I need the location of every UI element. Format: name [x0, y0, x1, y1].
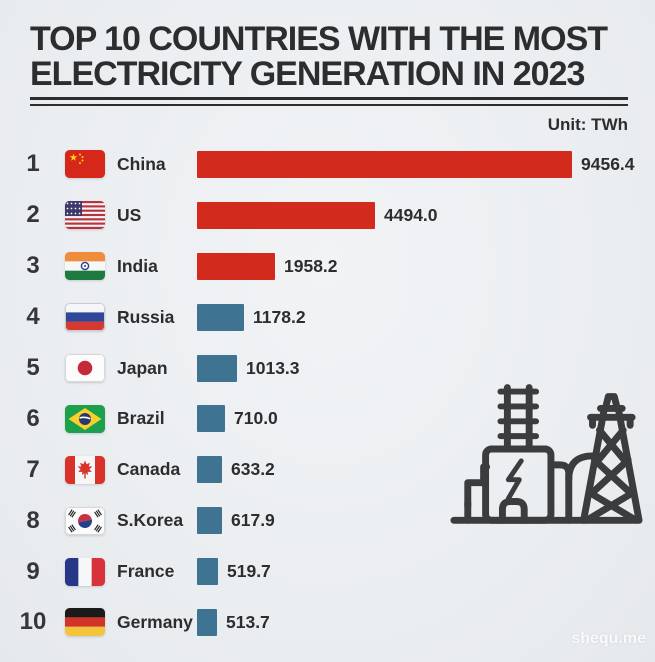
value-bar: [197, 558, 218, 586]
value-label: 617.9: [231, 510, 275, 531]
value-bar: [197, 456, 222, 484]
value-label: 9456.4: [581, 153, 635, 174]
rank-label: 3: [26, 252, 40, 280]
flag-kr-icon: [65, 506, 105, 535]
title-block: TOP 10 COUNTRIES WITH THE MOST ELECTRICI…: [30, 22, 628, 106]
value-label: 519.7: [227, 561, 271, 582]
value-bar: [197, 608, 217, 636]
flag-ca-icon: [65, 455, 105, 484]
row-germany: 10 Germany 513.7: [0, 597, 655, 648]
country-label: France: [117, 561, 175, 582]
page-title-line-1: TOP 10 COUNTRIES WITH THE MOST: [30, 20, 608, 58]
row-skorea: 8 S.Korea 617.9: [0, 495, 655, 546]
title-underline: [30, 97, 628, 106]
rank-label: 7: [26, 455, 40, 483]
page-title-line-2: ELECTRICITY GENERATION IN 2023: [30, 54, 585, 93]
value-label: 1958.2: [284, 255, 338, 276]
flag-jp-icon: [65, 354, 105, 382]
value-bar: [197, 354, 237, 382]
row-brazil: 6 Brazil 710.0: [0, 393, 655, 444]
flag-in-icon: [65, 252, 105, 281]
row-india: 3 India 1958.2: [0, 241, 655, 292]
rank-label: 9: [26, 557, 40, 585]
rank-label: 1: [26, 150, 40, 178]
watermark: shequ.me: [571, 630, 646, 647]
row-canada: 7 Canada 633.2: [0, 444, 655, 495]
rank-label: 2: [26, 201, 40, 229]
value-bar: [197, 252, 275, 280]
value-bar: [197, 201, 375, 229]
unit-label: Unit: TWh: [547, 115, 628, 134]
value-bar: [197, 303, 244, 331]
flag-cn-icon: [65, 150, 105, 179]
value-label: 710.0: [234, 408, 278, 429]
country-label: China: [117, 153, 166, 174]
country-label: Germany: [117, 611, 193, 632]
country-label: Japan: [117, 357, 168, 378]
row-japan: 5 Japan 1013.3: [0, 343, 655, 394]
flag-ru-icon: [65, 303, 105, 332]
flag-us-icon: [65, 201, 105, 230]
power-plant-and-transmission-tower-icon: [446, 370, 644, 530]
country-label: India: [117, 255, 158, 276]
value-label: 1013.3: [246, 357, 300, 378]
value-bar: [197, 507, 222, 535]
country-label: US: [117, 204, 142, 225]
row-us: 2 US 4494.0: [0, 190, 655, 241]
country-label: Canada: [117, 459, 181, 480]
value-label: 633.2: [231, 459, 275, 480]
value-bar: [197, 405, 225, 433]
flag-de-icon: [65, 608, 105, 637]
value-label: 1178.2: [253, 306, 306, 327]
flag-br-icon: [65, 404, 105, 433]
rank-label: 10: [19, 608, 47, 636]
row-france: 9 France 519.7: [0, 546, 655, 597]
country-label: Russia: [117, 306, 175, 327]
country-label: S.Korea: [117, 510, 184, 531]
flag-fr-icon: [65, 557, 105, 586]
rank-label: 5: [26, 354, 40, 381]
row-russia: 4 Russia 1178.2: [0, 292, 655, 343]
country-label: Brazil: [117, 408, 165, 429]
country-rows: 1 China 9456.4 2 US 4494.0 3 India 1958.…: [0, 139, 655, 648]
value-bar: [197, 150, 572, 178]
rank-label: 8: [26, 506, 40, 534]
value-label: 4494.0: [384, 204, 438, 225]
rank-label: 4: [26, 303, 40, 331]
value-label: 513.7: [226, 611, 270, 632]
rank-label: 6: [26, 404, 40, 432]
row-china: 1 China 9456.4: [0, 139, 655, 190]
